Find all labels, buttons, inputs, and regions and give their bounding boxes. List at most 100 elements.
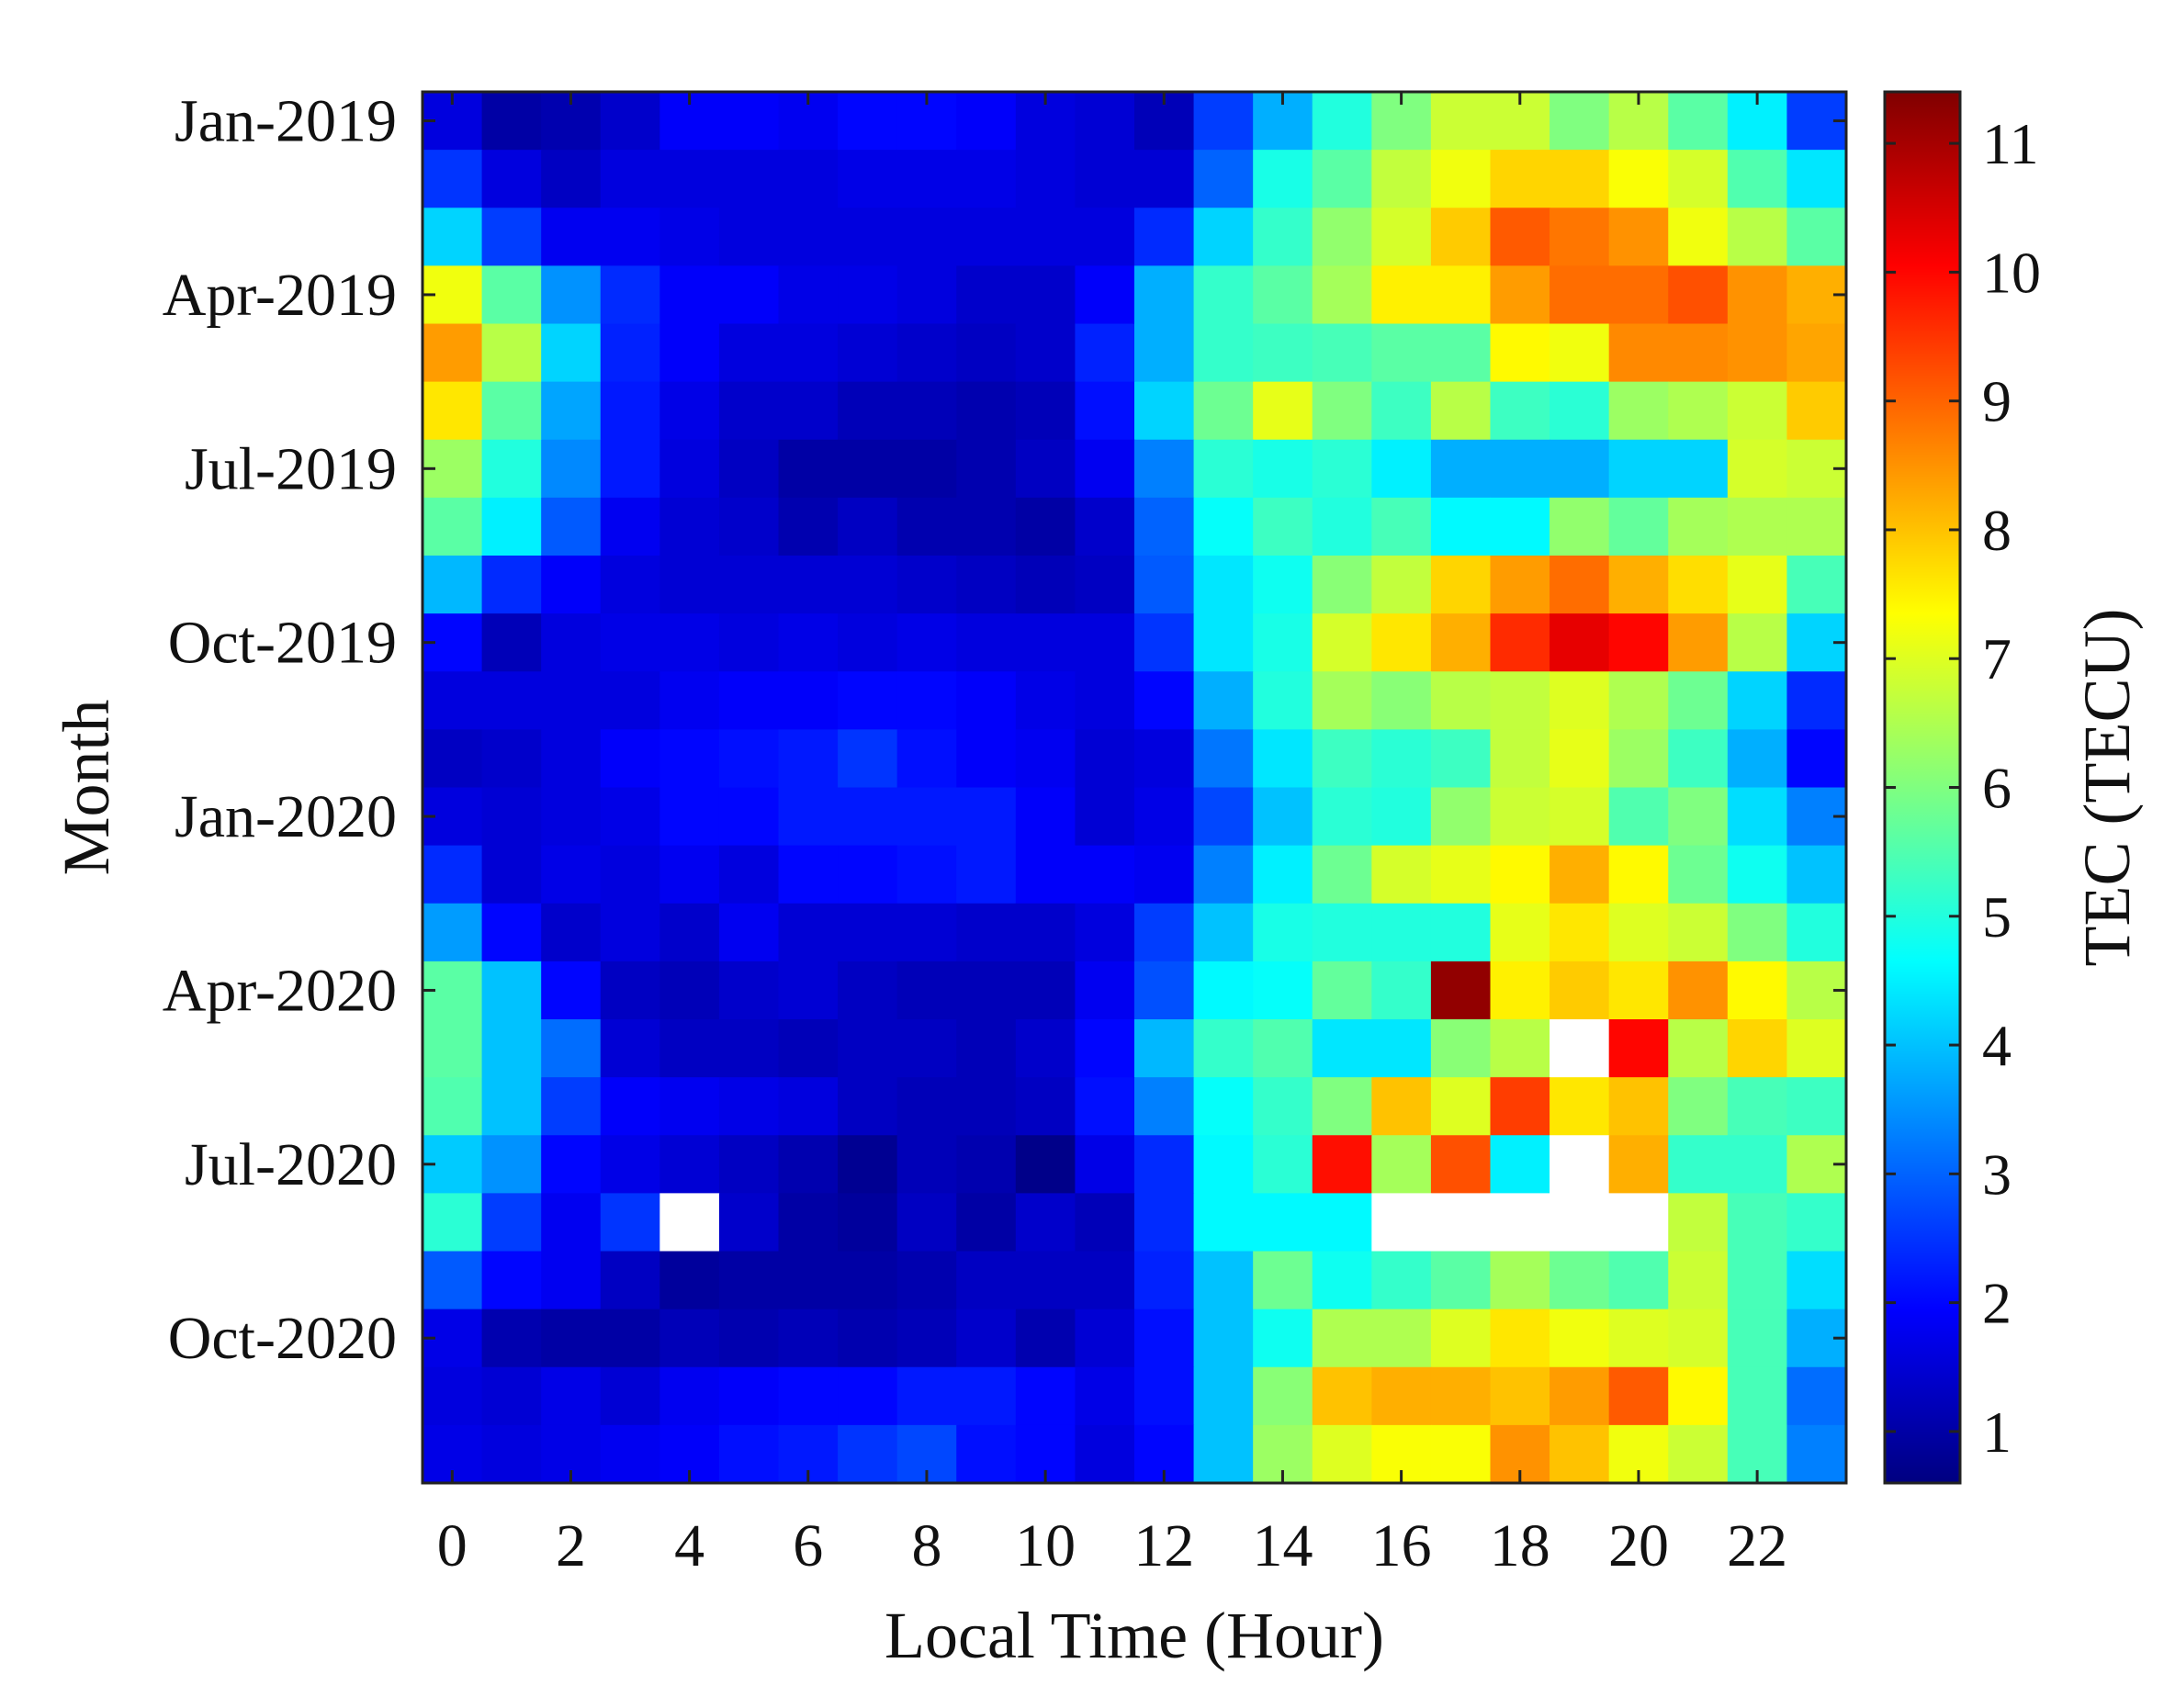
heatmap-cell [481, 903, 542, 962]
heatmap-cell [1786, 208, 1847, 266]
heatmap-cell [1668, 903, 1729, 962]
x-tick-label: 6 [793, 1512, 823, 1579]
heatmap-cell [659, 1366, 720, 1426]
heatmap-cell [838, 150, 898, 208]
heatmap-cell [896, 381, 957, 441]
heatmap-cell [481, 613, 542, 672]
heatmap-cell [1075, 1366, 1135, 1426]
x-axis-ticks: 0 2 4 6 8 10 12 14 16 18 20 22 [437, 92, 1787, 1579]
heatmap-cell [541, 497, 602, 556]
heatmap-cell [1253, 323, 1313, 383]
heatmap-cell [956, 1366, 1017, 1426]
heatmap-cell [778, 439, 839, 499]
heatmap-cell [541, 613, 602, 672]
heatmap-cell [778, 265, 839, 325]
heatmap-cell [1253, 497, 1313, 556]
heatmap-cell [896, 787, 957, 847]
heatmap-cell [1490, 497, 1550, 556]
heatmap-cell [659, 1135, 720, 1194]
heatmap-cell [956, 1193, 1017, 1253]
heatmap-cell [778, 1251, 839, 1310]
heatmap-cell [1608, 497, 1669, 556]
heatmap-cell [1550, 92, 1610, 151]
heatmap-cell [1312, 729, 1372, 789]
x-tick-label: 4 [674, 1512, 704, 1579]
heatmap-cell [1134, 1077, 1195, 1136]
heatmap-cell [481, 497, 542, 556]
heatmap-cell [600, 1193, 660, 1253]
heatmap-cell [718, 381, 780, 441]
heatmap-cell [1608, 613, 1669, 672]
heatmap-cell [1193, 1424, 1254, 1484]
heatmap-cell [896, 208, 957, 266]
heatmap-cell [423, 1193, 483, 1253]
heatmap-cell [1193, 1077, 1254, 1136]
heatmap-cell [1193, 903, 1254, 962]
heatmap-cell [659, 556, 720, 614]
heatmap-cell [1075, 671, 1135, 730]
heatmap-cell [718, 497, 780, 556]
heatmap-cell [1430, 1424, 1492, 1484]
x-tick-label: 0 [437, 1512, 468, 1579]
heatmap-cell [1490, 1019, 1550, 1078]
heatmap-cell [1550, 497, 1610, 556]
heatmap-cell [541, 439, 602, 499]
heatmap-cell [1608, 381, 1669, 441]
heatmap-cell [481, 1135, 542, 1194]
heatmap-cell [541, 323, 602, 383]
heatmap-cell [481, 1309, 542, 1368]
heatmap-cell [423, 150, 483, 208]
heatmap-cell [1786, 556, 1847, 614]
y-tick-label: Apr-2019 [163, 262, 397, 329]
heatmap-cell [1490, 439, 1550, 499]
heatmap-cell [896, 150, 957, 208]
heatmap-cell [1371, 556, 1432, 614]
heatmap-cell [1193, 961, 1254, 1020]
y-tick-label: Oct-2019 [168, 610, 397, 677]
heatmap-cell [600, 961, 660, 1020]
heatmap-cell [1075, 845, 1135, 905]
heatmap-cell [1134, 323, 1195, 383]
heatmap-cell [1134, 845, 1195, 905]
heatmap-cell [1550, 1019, 1610, 1078]
heatmap-cell [1550, 323, 1610, 383]
heatmap-cell [718, 323, 780, 383]
heatmap-cell [481, 1077, 542, 1136]
heatmap-cell [1312, 1251, 1372, 1310]
heatmap-cell [659, 671, 720, 730]
heatmap-cell [600, 265, 660, 325]
heatmap-cell [423, 1251, 483, 1310]
heatmap-cell [1371, 961, 1432, 1020]
heatmap-cell [1193, 556, 1254, 614]
colorbar-ticks: 1 2 3 4 5 6 7 8 9 10 11 [1885, 111, 2041, 1465]
heatmap-cell [423, 1077, 483, 1136]
heatmap-cell [1253, 671, 1313, 730]
heatmap-cell [1490, 845, 1550, 905]
heatmap-cell [838, 1077, 898, 1136]
heatmap-cell [600, 1366, 660, 1426]
heatmap-cell [1727, 323, 1788, 383]
heatmap-cell [1253, 1135, 1313, 1194]
heatmap-cell [423, 381, 483, 441]
heatmap-cell [481, 150, 542, 208]
heatmap-cell [541, 729, 602, 789]
heatmap-cell [896, 1193, 957, 1253]
heatmap-cell [1430, 1193, 1492, 1253]
heatmap-cell [896, 1019, 957, 1078]
heatmap-cell [481, 729, 542, 789]
heatmap-cell [1550, 1135, 1610, 1194]
heatmap-cell [1134, 729, 1195, 789]
x-tick-label: 16 [1371, 1512, 1432, 1579]
heatmap-cell [778, 613, 839, 672]
heatmap-cell [1015, 381, 1076, 441]
heatmap-cell [1550, 1251, 1610, 1310]
heatmap-cell [1668, 556, 1729, 614]
heatmap-cell [1668, 92, 1729, 151]
heatmap-cell [1312, 1309, 1372, 1368]
heatmap-cell [1550, 1309, 1610, 1368]
heatmap-cell [718, 92, 780, 151]
heatmap-cell [718, 787, 780, 847]
heatmap-cell [1727, 1193, 1788, 1253]
heatmap-cell [541, 1309, 602, 1368]
heatmap-cell [896, 1251, 957, 1310]
